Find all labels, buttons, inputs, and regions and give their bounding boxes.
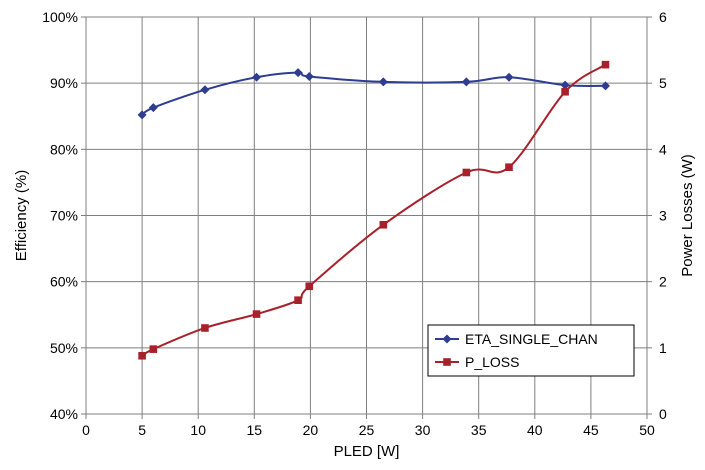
legend-label: ETA_SINGLE_CHAN: [465, 331, 598, 347]
y2-axis-title: Power Losses (W): [679, 154, 696, 277]
legend-item: P_LOSS: [435, 354, 519, 370]
x-tick-label: 35: [471, 422, 487, 438]
data-point: [149, 345, 158, 353]
legend-swatch-marker: [442, 334, 452, 344]
y2-tick-label: 6: [659, 9, 667, 25]
data-point: [461, 77, 471, 87]
y-tick-label: 50%: [50, 340, 78, 356]
data-point: [293, 68, 303, 78]
series-line: [141, 71, 606, 116]
x-tick-label: 30: [415, 422, 431, 438]
legend-label: P_LOSS: [465, 354, 519, 370]
y2-tick-label: 3: [659, 208, 667, 224]
data-point: [200, 85, 210, 95]
y2-tick-label: 5: [659, 75, 667, 91]
data-point: [252, 72, 262, 82]
data-point: [201, 324, 209, 332]
y-axis-title: Efficiency (%): [13, 170, 30, 261]
data-point: [601, 60, 610, 69]
x-tick-label: 45: [583, 422, 599, 438]
legend: ETA_SINGLE_CHAN P_LOSS: [427, 324, 635, 377]
x-tick-label: 50: [639, 422, 655, 438]
data-point: [505, 163, 513, 171]
tick-labels: 0 5 10 15 20 25 30 35 40 45 5040%50%60%70%80%90%10…: [42, 9, 667, 438]
data-point: [252, 310, 261, 318]
x-axis-title: PLED [W]: [334, 443, 400, 460]
data-point: [148, 103, 158, 113]
y-tick-label: 80%: [50, 141, 78, 157]
x-tick-label: 15: [247, 422, 263, 438]
series-p-loss: [138, 60, 610, 360]
data-point: [137, 110, 147, 120]
x-tick-label: 10: [190, 422, 206, 438]
y2-tick-label: 1: [659, 340, 667, 356]
legend-swatch-marker: [443, 358, 451, 366]
series-line: [141, 63, 607, 357]
y-tick-label: 70%: [50, 208, 78, 224]
y2-tick-label: 2: [659, 274, 667, 290]
data-point: [379, 220, 388, 229]
legend-items: ETA_SINGLE_CHAN P_LOSS: [435, 331, 598, 370]
x-tick-label: 5: [138, 422, 146, 438]
series: [137, 60, 610, 360]
y2-tick-label: 4: [659, 141, 667, 157]
data-point: [462, 168, 471, 177]
plot-area: [85, 16, 648, 415]
x-tick-label: 40: [527, 422, 543, 438]
x-tick-label: 0: [82, 422, 90, 438]
data-point: [305, 282, 314, 291]
y-tick-label: 40%: [50, 406, 78, 422]
x-tick-label: 20: [303, 422, 319, 438]
series-eta-single-chan: [137, 68, 610, 120]
legend-item: ETA_SINGLE_CHAN: [435, 331, 598, 347]
data-point: [294, 296, 302, 304]
data-point: [600, 81, 610, 91]
y2-tick-label: 0: [659, 406, 667, 422]
data-point: [560, 80, 570, 90]
y-tick-label: 90%: [50, 75, 78, 91]
x-tick-label: 25: [359, 422, 375, 438]
data-point: [304, 72, 314, 82]
legend-box: [427, 324, 635, 377]
data-point: [378, 77, 388, 87]
data-point: [561, 87, 569, 96]
y-tick-label: 60%: [50, 274, 78, 290]
data-point: [138, 351, 146, 360]
data-point: [504, 72, 514, 82]
y-tick-label: 100%: [42, 9, 78, 25]
